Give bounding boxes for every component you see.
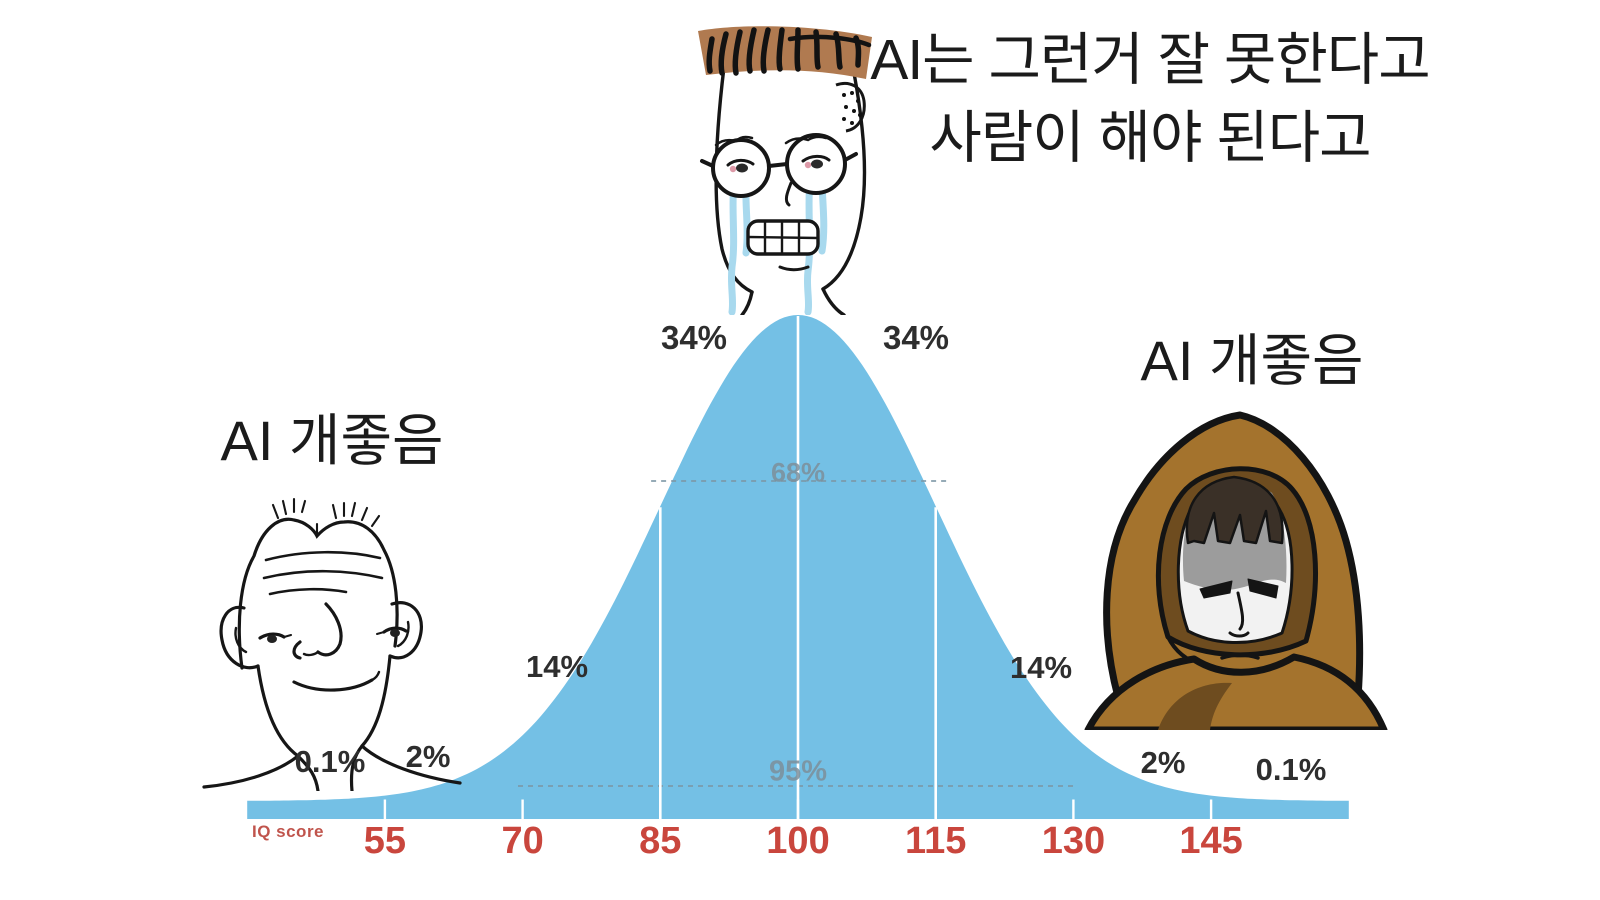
- x-tick-label: 70: [501, 820, 544, 862]
- segment-percentage-label: 34%: [660, 319, 728, 356]
- x-tick-label: 100: [766, 820, 830, 862]
- midwit-crying-wojak-image: [698, 26, 872, 315]
- interval-95-label: 95%: [768, 755, 828, 788]
- x-tick-label: 115: [905, 820, 967, 862]
- segment-percentage-label: 0.1%: [1255, 752, 1327, 787]
- interval-68-label: 68%: [770, 457, 826, 488]
- brainlet-wojak-image: [202, 497, 462, 791]
- midwit-caption-line2: 사람이 해야 된다고: [929, 105, 1371, 170]
- x-tick-label: 145: [1179, 820, 1243, 862]
- x-tick-label: 55: [363, 820, 407, 862]
- hooded-wojak-image: [1084, 411, 1388, 730]
- midwit-caption: AI는 그런거 잘 못한다고 사람이 해야 된다고: [820, 22, 1480, 177]
- segment-percentage-label: 14%: [525, 649, 589, 684]
- segment-percentage-label: 34%: [882, 319, 950, 356]
- segment-percentage-label: 2%: [1140, 745, 1186, 780]
- segment-percentage-label: 2%: [405, 739, 451, 774]
- right-caption: AI 개좋음: [1140, 329, 1364, 392]
- segment-percentage-label: 0.1%: [294, 744, 366, 779]
- segment-percentage-label: 14%: [1009, 650, 1073, 685]
- left-caption: AI 개좋음: [220, 409, 444, 472]
- x-tick-label: 85: [639, 820, 682, 862]
- x-axis-title: IQ score: [251, 822, 325, 841]
- midwit-caption-line1: AI는 그런거 잘 못한다고: [870, 28, 1430, 92]
- x-tick-label: 130: [1041, 820, 1106, 862]
